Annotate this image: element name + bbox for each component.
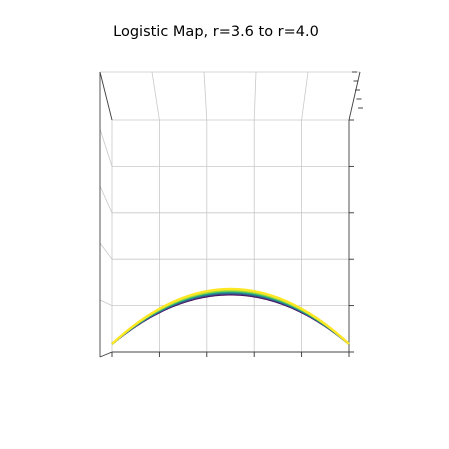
back-pane [112, 118, 351, 352]
left-top-depth-edge [99, 71, 113, 121]
grid-line-depth-top [151, 71, 160, 121]
grid-line-depth-top [301, 71, 309, 121]
series-line-r-4 [111, 287, 350, 345]
grid-line-depth-top [203, 71, 208, 121]
right-top-depth-edge [348, 71, 361, 121]
series-lines [111, 287, 350, 345]
grid-line-depth-left [99, 299, 113, 306]
axes-panes [112, 118, 351, 352]
axes-lines [99, 71, 361, 358]
grid-line-depth-left [99, 242, 113, 260]
left-bottom-edge [99, 351, 113, 358]
grid-line-depth-left [99, 185, 113, 213]
axis-ticks [111, 71, 363, 357]
chart-title: Logistic Map, r=3.6 to r=4.0 [113, 24, 319, 40]
grid-line-depth-left [99, 128, 113, 167]
grid-line-depth-top [253, 71, 257, 121]
